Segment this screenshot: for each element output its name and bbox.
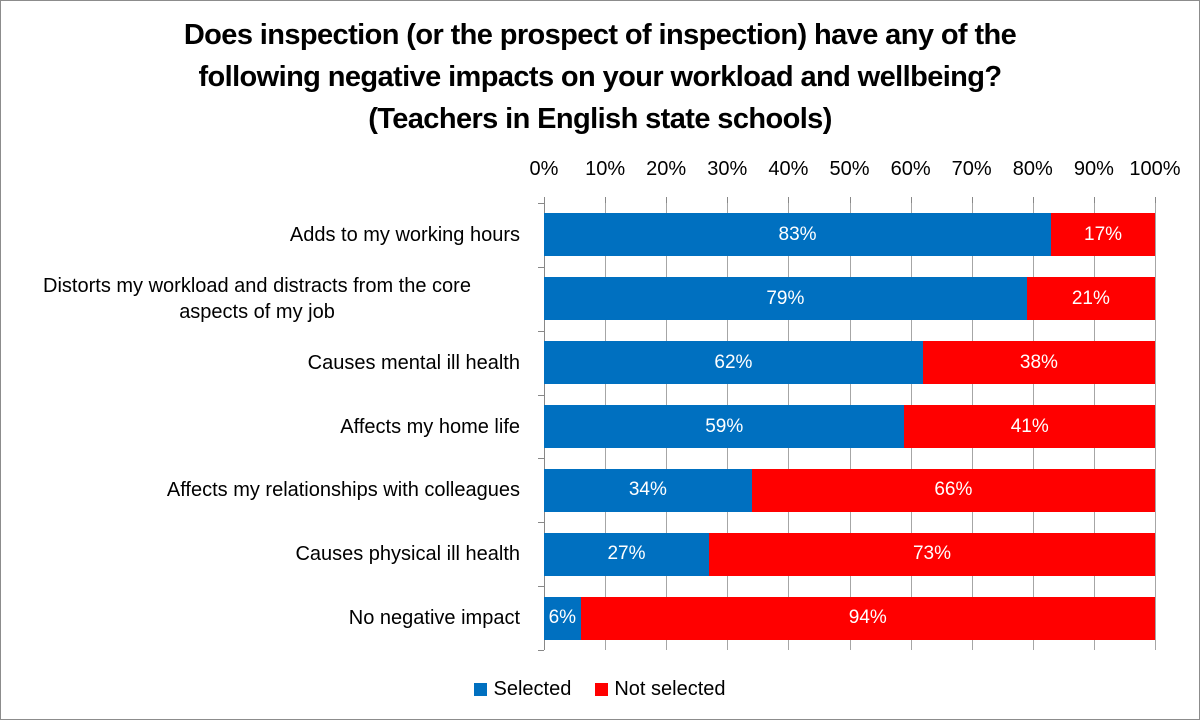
x-tick: [666, 197, 668, 203]
x-tick: [849, 197, 851, 203]
y-tick: [538, 266, 544, 268]
bar-row: 27% 73%: [544, 532, 1155, 576]
bar-row: 79% 21%: [544, 277, 1155, 321]
x-tick-label: 80%: [1012, 158, 1053, 180]
category-label: Adds to my working hours: [0, 222, 520, 248]
bar-segment-selected: 83%: [544, 213, 1052, 257]
legend-swatch-selected: [474, 683, 488, 696]
bar-row: 6% 94%: [544, 596, 1155, 640]
x-tick-label: 40%: [768, 158, 809, 180]
x-tick: [1093, 197, 1095, 203]
bar-row: 34% 66%: [544, 468, 1155, 512]
bar-segment-not-selected: 17%: [1051, 213, 1155, 257]
x-tick: [1155, 197, 1156, 203]
category-label-line: Causes mental ill health: [307, 351, 520, 374]
category-label: Affects my relationships with colleagues: [0, 477, 520, 503]
legend-swatch-not-selected: [595, 683, 609, 696]
bar-segment-not-selected: 38%: [922, 341, 1155, 385]
bar-row: 62% 38%: [544, 341, 1155, 385]
title-line-3: (Teachers in English state schools): [368, 103, 832, 135]
chart-title: Does inspection (or the prospect of insp…: [0, 14, 1200, 140]
x-tick: [544, 197, 545, 203]
y-tick: [538, 522, 544, 524]
bar-segment-not-selected: 41%: [904, 405, 1155, 448]
bar-segment-selected: 34%: [544, 468, 752, 512]
legend-item-not-selected: Not selected: [595, 678, 726, 701]
x-tick-label: 60%: [890, 158, 931, 180]
bar-segment-selected: 59%: [544, 405, 905, 448]
y-tick: [538, 458, 544, 460]
category-label-line: No negative impact: [348, 607, 520, 630]
x-tick-label: 0%: [529, 158, 559, 180]
plot-area: 83% 17% 79% 21% 62% 38% 59% 41% 34% 66% 27% 73% 6% 94…: [538, 197, 1156, 651]
x-tick-label: 10%: [585, 158, 626, 180]
bar-segment-not-selected: 21%: [1026, 277, 1155, 321]
x-tick: [727, 197, 729, 203]
x-tick: [971, 197, 973, 203]
bar-row: 83% 17%: [544, 213, 1155, 257]
x-tick-label: 30%: [707, 158, 748, 180]
x-tick: [1032, 197, 1034, 203]
y-tick: [538, 394, 544, 396]
legend-item-selected: Selected: [474, 678, 571, 701]
gridline: [1155, 203, 1156, 650]
x-tick-label: 50%: [829, 158, 870, 180]
y-tick: [538, 586, 544, 588]
category-label: Affects my home life: [0, 414, 520, 440]
x-tick-label: 20%: [646, 158, 687, 180]
bar-segment-selected: 62%: [544, 341, 923, 385]
x-tick-label: 100%: [1129, 158, 1181, 180]
bar-segment-selected: 6%: [544, 596, 581, 640]
category-label-line: aspects of my job: [179, 300, 335, 323]
category-label-line: Distorts my workload and distracts from …: [43, 274, 471, 297]
bar-segment-not-selected: 94%: [580, 596, 1155, 640]
title-line-2: following negative impacts on your workl…: [198, 61, 1002, 93]
bar-segment-not-selected: 66%: [751, 468, 1155, 512]
legend-label-not-selected: Not selected: [614, 678, 726, 700]
x-tick: [910, 197, 912, 203]
legend-label-selected: Selected: [493, 678, 572, 700]
x-tick: [605, 197, 607, 203]
x-tick: [788, 197, 790, 203]
legend: Selected Not selected: [0, 678, 1200, 701]
bar-segment-selected: 79%: [544, 277, 1027, 321]
y-tick: [538, 650, 544, 651]
x-tick-label: 70%: [951, 158, 992, 180]
bar-row: 59% 41%: [544, 405, 1155, 448]
bar-segment-selected: 27%: [544, 532, 709, 576]
category-label-line: Affects my home life: [340, 415, 520, 438]
y-tick: [538, 203, 544, 204]
x-tick-label: 90%: [1073, 158, 1114, 180]
bar-segment-not-selected: 73%: [708, 532, 1155, 576]
y-tick: [538, 330, 544, 332]
category-label-line: Adds to my working hours: [289, 223, 520, 246]
title-line-1: Does inspection (or the prospect of insp…: [183, 19, 1017, 51]
category-label-line: Affects my relationships with colleagues: [166, 479, 520, 502]
category-label: Causes mental ill health: [0, 350, 520, 376]
category-label-line: Causes physical ill health: [295, 543, 520, 566]
category-label: No negative impact: [0, 605, 520, 631]
category-label: Causes physical ill health: [0, 541, 520, 567]
category-label: Distorts my workload and distracts from …: [0, 273, 522, 325]
